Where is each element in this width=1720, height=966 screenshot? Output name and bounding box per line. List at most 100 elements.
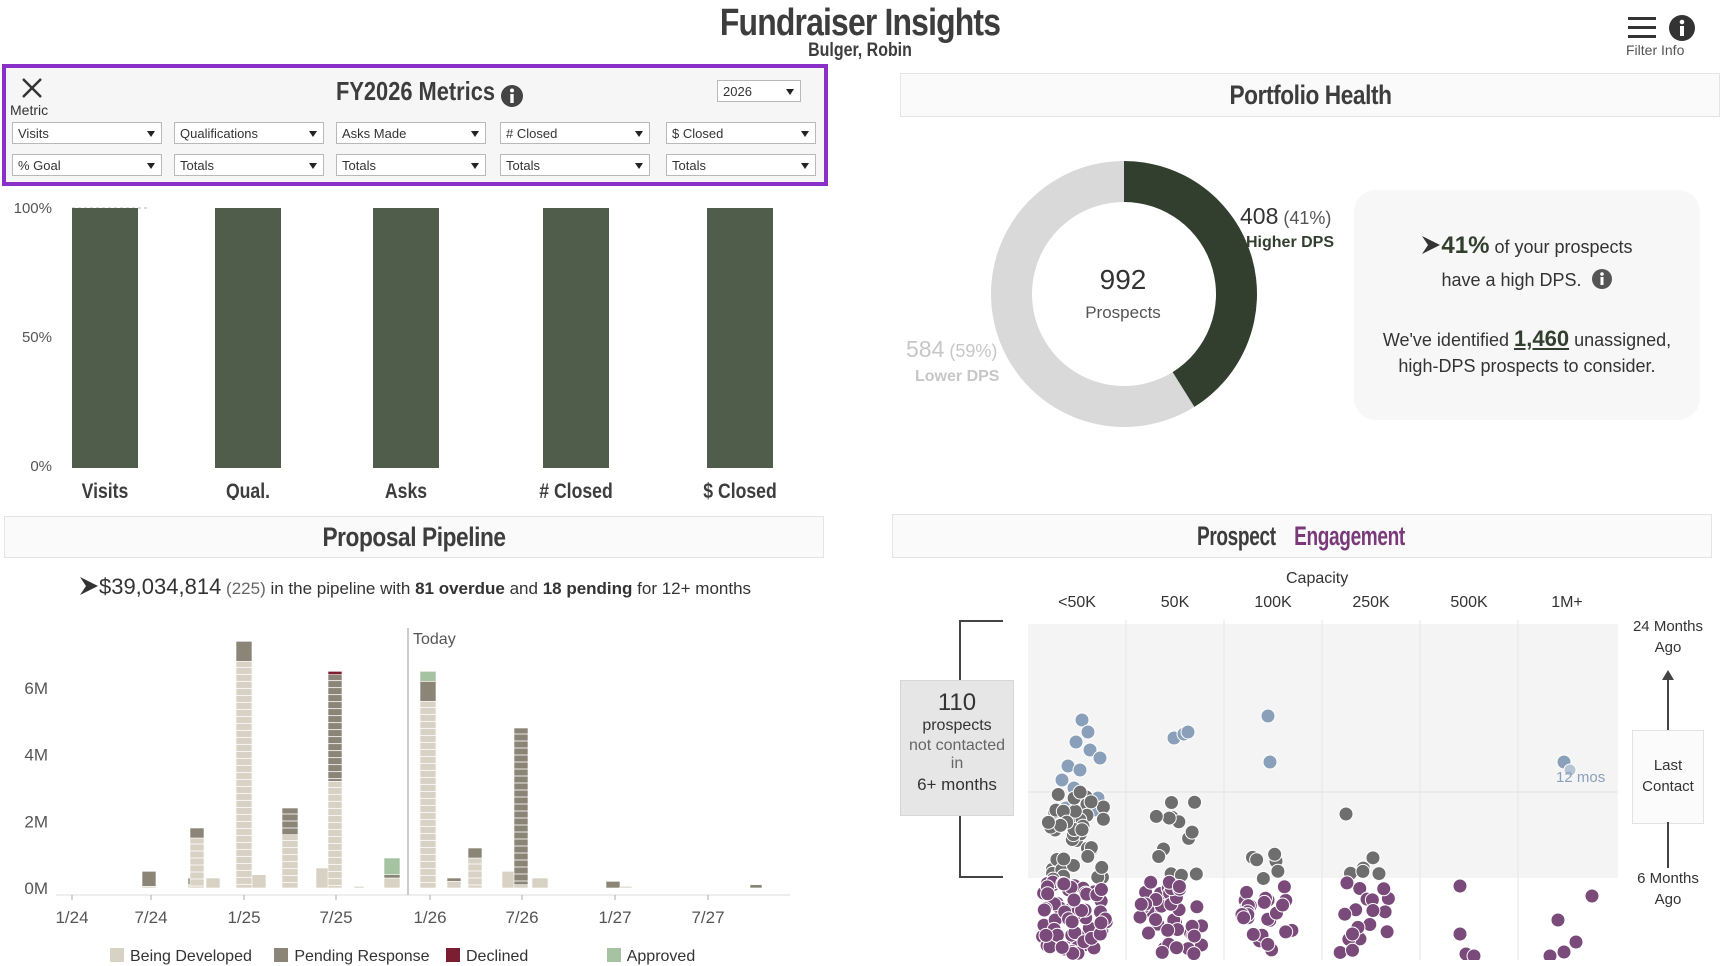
prospect-dot[interactable] (1050, 787, 1066, 803)
legend-item-approved[interactable]: Approved (606, 948, 695, 965)
pipeline-bar-segment[interactable] (383, 857, 401, 875)
prospect-dot[interactable] (1066, 892, 1082, 908)
prospect-dot[interactable] (1056, 851, 1072, 867)
prospect-dot[interactable] (1064, 914, 1080, 930)
prospect-dot[interactable] (1379, 924, 1395, 940)
pipeline-bar-segment[interactable] (327, 671, 343, 675)
prospect-dot[interactable] (1365, 850, 1381, 866)
metric-select-3[interactable]: Asks Made (336, 122, 486, 144)
metric-bar[interactable] (373, 208, 439, 468)
type-select-2[interactable]: Totals (174, 154, 324, 176)
type-select-5[interactable]: Totals (666, 154, 816, 176)
pipeline-bar-segment[interactable] (383, 874, 401, 879)
pipeline-bar-segment[interactable] (467, 847, 483, 859)
prospect-dot[interactable] (1092, 750, 1108, 766)
prospect-dot[interactable] (1260, 936, 1276, 952)
pipeline-bar-segment[interactable] (531, 877, 549, 889)
dps-info-icon[interactable] (1591, 268, 1613, 290)
prospect-dot[interactable] (1072, 762, 1088, 778)
prospect-dot[interactable] (1186, 928, 1202, 944)
prospect-dot[interactable] (1054, 772, 1070, 788)
prospect-dot[interactable] (1275, 897, 1291, 913)
pipeline-bar-segment[interactable] (419, 701, 437, 889)
prospect-dot[interactable] (1278, 924, 1294, 940)
prospect-dot[interactable] (1148, 808, 1164, 824)
prospect-dot[interactable] (1550, 912, 1566, 928)
prospect-dot[interactable] (1339, 875, 1355, 891)
type-select-1[interactable]: % Goal (12, 154, 162, 176)
prospect-dot[interactable] (1337, 906, 1353, 922)
pipeline-bar-segment[interactable] (605, 881, 621, 889)
prospect-dot[interactable] (1054, 939, 1070, 955)
pipeline-bar-segment[interactable] (749, 884, 763, 889)
prospect-dot[interactable] (1154, 944, 1170, 960)
prospect-dot[interactable] (1563, 763, 1577, 777)
metric-bar[interactable] (215, 208, 281, 468)
prospect-dot[interactable] (1148, 912, 1164, 928)
prospect-dot[interactable] (1249, 852, 1265, 868)
pipeline-bar-segment[interactable] (419, 671, 437, 682)
filter-info-label[interactable]: Filter Info (1626, 42, 1685, 58)
legend-item-being-developed[interactable]: Being Developed (110, 948, 252, 965)
prospect-dot[interactable] (1080, 724, 1096, 740)
prospect-dot[interactable] (1584, 888, 1600, 904)
prospect-dot[interactable] (1074, 712, 1090, 728)
metric-select-1[interactable]: Visits (12, 122, 162, 144)
prospect-dot[interactable] (1068, 734, 1084, 750)
prospect-dot[interactable] (1083, 794, 1099, 810)
donut-segment-higher[interactable] (1124, 161, 1257, 407)
prospect-dot[interactable] (1338, 806, 1354, 822)
prospect-dot[interactable] (1245, 926, 1261, 942)
pipeline-bar-segment[interactable] (189, 837, 205, 889)
prospect-dot[interactable] (1168, 940, 1184, 956)
close-icon[interactable] (20, 76, 44, 100)
prospect-dot[interactable] (1040, 886, 1056, 902)
prospect-dot[interactable] (1180, 724, 1196, 740)
hamburger-icon[interactable] (1626, 14, 1658, 40)
prospect-dot[interactable] (1151, 848, 1167, 864)
donut-segment-lower[interactable] (991, 161, 1195, 427)
prospect-dot[interactable] (1184, 824, 1200, 840)
prospect-dot[interactable] (1094, 859, 1110, 875)
pipeline-bar-segment[interactable] (141, 871, 157, 887)
metrics-info-icon[interactable] (500, 84, 524, 108)
metric-select-2[interactable]: Qualifications (174, 122, 324, 144)
prospect-dot[interactable] (1376, 881, 1392, 897)
pipeline-bar-segment[interactable] (446, 881, 462, 889)
prospect-dot[interactable] (1371, 866, 1387, 882)
prospect-dot[interactable] (1236, 910, 1252, 926)
metric-bar[interactable] (707, 208, 773, 468)
pipeline-bar-segment[interactable] (513, 884, 529, 889)
prospect-dot[interactable] (1276, 879, 1292, 895)
prospect-dot[interactable] (1161, 810, 1177, 826)
prospect-dot[interactable] (1036, 902, 1052, 918)
pipeline-bar-segment[interactable] (327, 781, 343, 889)
prospect-dot[interactable] (1355, 863, 1371, 879)
pipeline-bar-segment[interactable] (205, 877, 221, 889)
pipeline-bar-segment[interactable] (327, 674, 343, 782)
prospect-dot[interactable] (1160, 922, 1176, 938)
prospect-dot[interactable] (1256, 894, 1272, 910)
type-select-3[interactable]: Totals (336, 154, 486, 176)
prospect-dot[interactable] (1352, 881, 1368, 897)
pipeline-bar-segment[interactable] (383, 877, 401, 889)
prospect-dot[interactable] (1189, 899, 1205, 915)
prospect-dot[interactable] (1093, 915, 1109, 931)
pipeline-bar-segment[interactable] (619, 886, 633, 889)
prospect-dot[interactable] (1164, 794, 1180, 810)
prospect-dot[interactable] (1095, 811, 1111, 827)
menu-button[interactable] (1626, 14, 1658, 45)
pipeline-bar-segment[interactable] (446, 877, 462, 882)
pipeline-bar-segment[interactable] (513, 727, 529, 885)
prospect-dot[interactable] (1270, 863, 1286, 879)
prospect-dot[interactable] (1345, 942, 1361, 958)
prospect-dot[interactable] (1082, 742, 1098, 758)
prospect-dot[interactable] (1038, 927, 1054, 943)
prospect-dot[interactable] (1262, 754, 1278, 770)
legend-item-pending-response[interactable]: Pending Response (274, 948, 430, 965)
prospect-dot[interactable] (1255, 870, 1271, 886)
prospect-dot[interactable] (1556, 944, 1572, 960)
prospect-dot[interactable] (1074, 822, 1090, 838)
prospect-dot[interactable] (1072, 784, 1088, 800)
prospect-dot[interactable] (1143, 874, 1159, 890)
